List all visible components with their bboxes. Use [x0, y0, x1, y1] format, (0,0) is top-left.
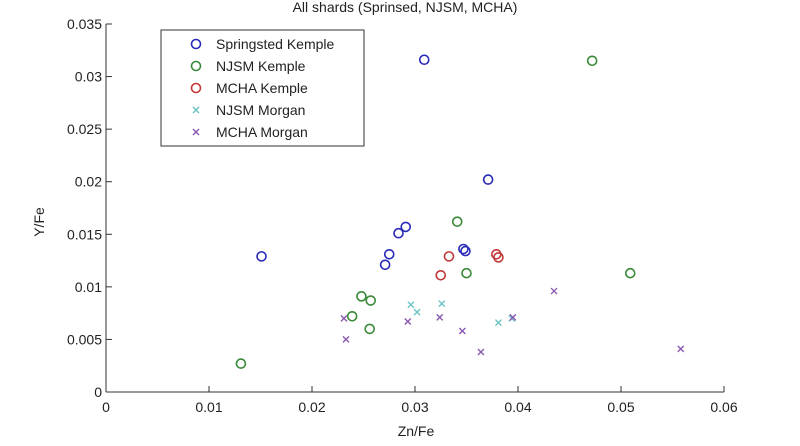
x-tick-label: 0.04 — [504, 399, 531, 415]
data-point — [458, 243, 469, 255]
data-point — [379, 259, 391, 271]
data-point — [586, 55, 598, 67]
y-tick-label: 0.02 — [75, 174, 102, 190]
legend-marker — [190, 82, 202, 94]
data-points — [235, 54, 685, 369]
data-point — [460, 245, 471, 257]
legend-label: MCHA Morgan — [216, 124, 308, 140]
chart-title: All shards (Sprinsed, NJSM, MCHA) — [293, 0, 518, 15]
x-tick-label: 0.06 — [710, 399, 737, 415]
y-tick-label: 0.035 — [67, 16, 102, 32]
legend-marker — [192, 128, 200, 136]
data-point — [461, 267, 472, 279]
data-point — [407, 301, 415, 309]
data-point — [346, 310, 358, 322]
axes: 0 0.01 0.02 0.03 0.04 0.05 0.06 0 0.005 0.01 0.015… — [67, 16, 738, 415]
legend-label: MCHA Kemple — [216, 80, 308, 96]
x-tick-label: 0.02 — [298, 399, 325, 415]
x-tick-label: 0.01 — [195, 399, 222, 415]
data-point — [509, 313, 517, 321]
data-point — [677, 345, 685, 353]
data-point — [340, 314, 348, 322]
data-point — [451, 216, 463, 227]
x-tick-label: 0.05 — [607, 399, 634, 415]
y-axis-title: Y/Fe — [31, 207, 47, 237]
data-point — [550, 287, 558, 295]
y-tick-label: 0.005 — [67, 331, 102, 347]
data-point — [400, 221, 412, 233]
legend-marker — [190, 38, 202, 50]
y-tick-label: 0.015 — [67, 226, 102, 242]
data-point — [482, 174, 494, 185]
data-point — [477, 348, 485, 356]
data-point — [443, 251, 455, 262]
legend-label: NJSM Kemple — [216, 58, 306, 74]
data-point — [438, 300, 446, 308]
data-point — [256, 251, 267, 262]
y-tick-label: 0.025 — [67, 121, 102, 137]
data-point — [404, 318, 412, 326]
legend-box — [160, 29, 365, 147]
y-tick-label: 0.01 — [75, 279, 102, 295]
legend: Springsted Kemple NJSM Kemple MCHA Kemple N… — [160, 29, 365, 147]
y-tick-label: 0 — [94, 384, 102, 400]
x-axis-title: Zn/Fe — [398, 423, 435, 439]
data-point — [458, 327, 466, 335]
data-point — [365, 295, 377, 306]
data-point — [493, 252, 504, 263]
data-point — [436, 313, 444, 321]
data-point — [494, 319, 502, 327]
data-point — [418, 54, 430, 66]
legend-marker — [190, 60, 202, 72]
data-point — [235, 358, 247, 369]
data-point — [356, 291, 367, 302]
legend-label: Springsted Kemple — [216, 36, 335, 52]
data-point — [393, 227, 404, 239]
legend-label: NJSM Morgan — [216, 102, 305, 118]
data-point — [342, 335, 350, 343]
data-point — [364, 323, 375, 335]
data-point — [435, 269, 447, 281]
x-tick-label: 0.03 — [401, 399, 428, 415]
data-point — [413, 308, 421, 316]
data-point — [624, 267, 636, 279]
data-point — [383, 248, 395, 260]
y-tick-label: 0.03 — [75, 69, 102, 85]
x-tick-label: 0 — [102, 399, 110, 415]
legend-marker — [192, 106, 200, 114]
